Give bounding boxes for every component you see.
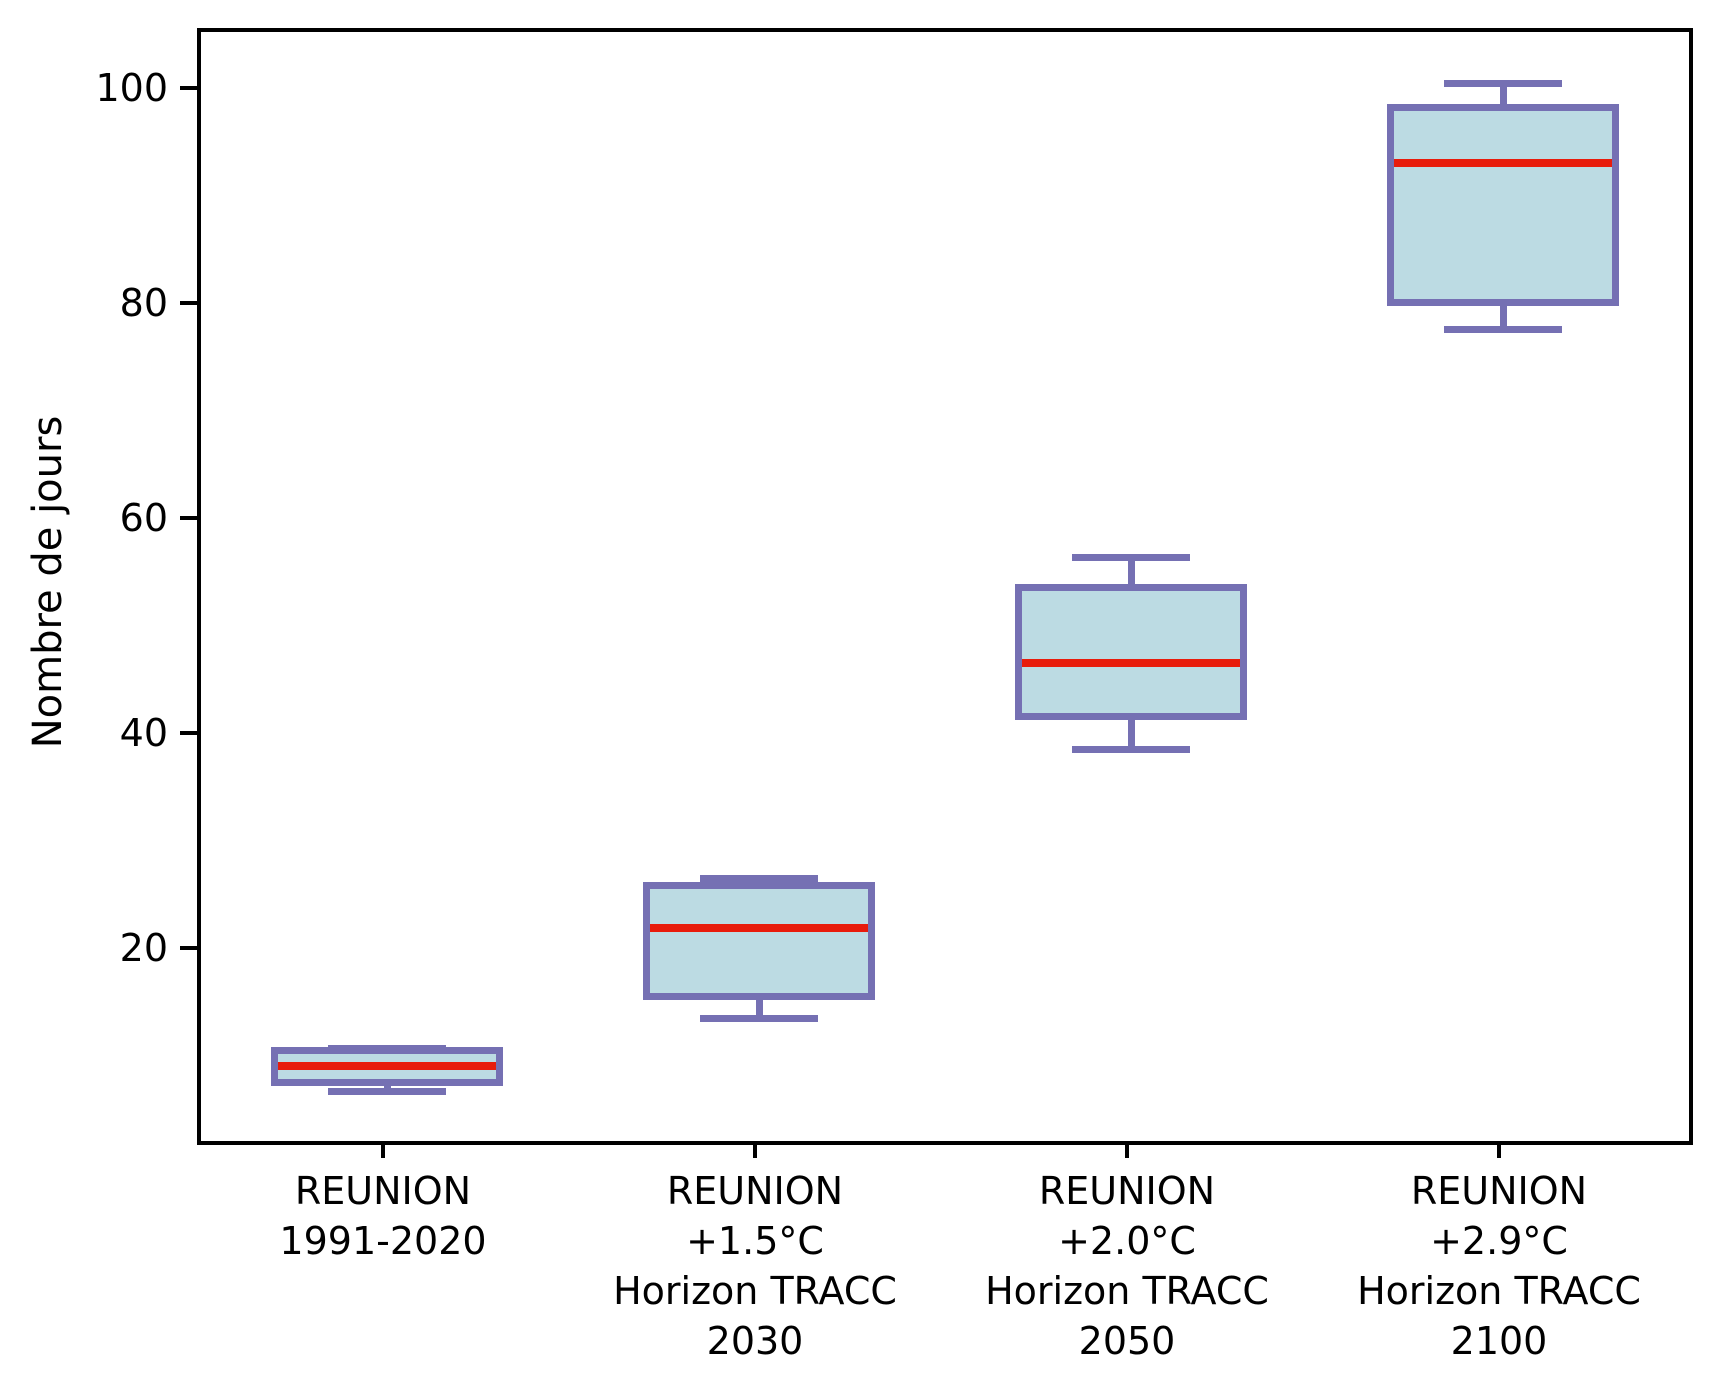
y-tick-mark (180, 516, 197, 521)
whisker-cap-max (700, 875, 818, 883)
x-tick-mark (381, 1141, 385, 1158)
x-tick-mark (753, 1141, 757, 1158)
y-tick-label: 40 (119, 710, 168, 755)
median-line (1394, 159, 1612, 168)
whisker-lower (383, 1082, 391, 1092)
x-tick-label: REUNION +1.5°C Horizon TRACC 2030 (613, 1169, 897, 1363)
y-tick-mark (180, 86, 197, 91)
y-tick-mark (180, 301, 197, 306)
x-tick-label: REUNION 1991-2020 (279, 1169, 487, 1263)
whisker-cap-min (1072, 746, 1190, 754)
x-tick-mark (1125, 1141, 1129, 1158)
x-tick-label: REUNION +2.0°C Horizon TRACC 2050 (985, 1169, 1269, 1363)
y-tick-label: 60 (119, 496, 168, 541)
whisker-upper (1127, 557, 1135, 588)
whisker-lower (1499, 302, 1507, 330)
whisker-lower (755, 997, 763, 1019)
x-tick-label: REUNION +2.9°C Horizon TRACC 2100 (1357, 1169, 1641, 1363)
whisker-cap-min (328, 1088, 446, 1096)
median-line (278, 1061, 496, 1070)
whisker-cap-max (1444, 80, 1562, 88)
y-tick-label: 100 (95, 66, 168, 111)
whisker-upper (1499, 83, 1507, 108)
y-tick-mark (180, 730, 197, 735)
y-tick-mark (180, 945, 197, 950)
whisker-cap-max (1072, 553, 1190, 561)
y-axis-title: Nombre de jours (25, 415, 71, 749)
iqr-box (1387, 103, 1619, 307)
x-tick-mark (1497, 1141, 1501, 1158)
whisker-lower (1127, 716, 1135, 750)
y-tick-label: 20 (119, 925, 168, 970)
y-tick-label: 80 (119, 281, 168, 326)
median-line (1022, 658, 1240, 667)
iqr-box (643, 881, 875, 1001)
median-line (650, 924, 868, 933)
plot-area (197, 28, 1693, 1145)
whisker-cap-min (1444, 326, 1562, 334)
whisker-cap-min (700, 1014, 818, 1022)
iqr-box (1015, 584, 1247, 721)
